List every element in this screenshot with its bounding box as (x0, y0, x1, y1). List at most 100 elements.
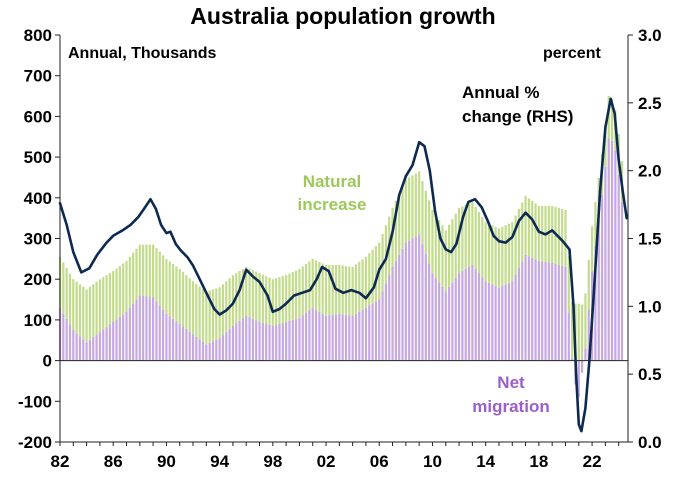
natural-increase-bar (487, 223, 491, 283)
net-migration-bar (361, 309, 364, 361)
natural-increase-bar (208, 290, 211, 343)
net-migration-bar (577, 360, 580, 398)
natural-increase-bar (604, 125, 607, 167)
net-migration-bar (394, 260, 397, 361)
net-migration-bar (418, 234, 421, 361)
net-migration-bar (218, 338, 221, 361)
net-migration-bar (514, 274, 517, 361)
net-migration-bar (388, 275, 391, 361)
natural-increase-bar (354, 264, 358, 314)
natural-increase-bar (481, 217, 484, 278)
net-migration-bar (471, 264, 474, 361)
net-migration-bar (464, 269, 467, 361)
right-axis-tick-label: 2.5 (638, 94, 662, 113)
net-migration-bar (161, 309, 165, 361)
left-axis-tick-label: 700 (24, 67, 52, 86)
net-migration-bar (321, 313, 324, 361)
natural-increase-bar (178, 269, 181, 324)
net-migration-bar (438, 282, 441, 361)
net-migration-bar (531, 257, 534, 361)
natural-increase-bar (328, 264, 331, 316)
net-migration-bar (72, 330, 75, 361)
natural-increase-bar (211, 289, 215, 342)
natural-increase-bar (411, 175, 414, 239)
natural-increase-bar (148, 244, 151, 298)
left-axis-unit-label: Annual, Thousands (68, 45, 217, 62)
net-migration-bar (291, 319, 294, 361)
net-migration-bar (221, 335, 225, 361)
net-migration-bar (105, 327, 108, 361)
natural-increase-bar (438, 220, 441, 283)
natural-increase-bar (215, 288, 218, 340)
net-migration-bar (275, 324, 278, 361)
natural-increase-bar (581, 304, 584, 361)
natural-increase-bar (122, 263, 125, 315)
natural-increase-bar (102, 277, 105, 330)
natural-increase-bar (484, 222, 487, 282)
natural-increase-bar (514, 215, 517, 275)
net-migration-bar (414, 236, 417, 361)
net-migration-bar (571, 358, 574, 361)
natural-increase-bar (161, 255, 165, 310)
net-migration-bar (344, 314, 348, 361)
net-migration-bar (268, 324, 271, 361)
natural-increase-bar (501, 226, 504, 286)
natural-increase-bar (431, 210, 434, 274)
natural-increase-bar (108, 273, 111, 325)
natural-increase-bar (72, 279, 75, 331)
net-migration-bar (534, 259, 537, 361)
natural-increase-bar (255, 271, 258, 321)
natural-increase-bar (561, 208, 564, 266)
natural-increase-bar (527, 198, 530, 257)
natural-increase-bar (125, 260, 128, 312)
net-migration-bar (95, 334, 98, 361)
net-migration-bar (158, 305, 161, 361)
natural-increase-bar (368, 253, 371, 306)
natural-increase-bar (195, 283, 198, 337)
natural-increase-bar (241, 269, 244, 319)
natural-increase-bar (142, 244, 145, 296)
net-migration-bar (165, 313, 168, 361)
net-migration-bar (484, 281, 487, 361)
natural-increase-bar (231, 275, 235, 327)
natural-increase-bar (135, 248, 138, 300)
net-migration-bar (401, 248, 404, 361)
natural-increase-bar (68, 273, 72, 325)
natural-increase-bar (128, 256, 131, 308)
net-migration-bar (225, 332, 228, 361)
net-migration-bar (135, 299, 138, 361)
natural-increase-bar (185, 275, 188, 330)
net-migration-bar (507, 282, 511, 361)
net-migration-bar (125, 311, 128, 361)
net-migration-bar (82, 339, 85, 361)
net-migration-bar (295, 318, 298, 361)
natural-increase-bar (88, 286, 92, 340)
net-migration-bar (201, 341, 205, 361)
right-axis-tick-label: 1.0 (638, 297, 662, 316)
net-migration-bar (88, 339, 92, 361)
natural-increase-bar (547, 205, 550, 263)
natural-increase-bar (444, 230, 447, 292)
net-migration-bar (501, 285, 504, 361)
net-migration-bar (148, 297, 151, 361)
net-migration-bar (567, 312, 570, 361)
net-migration-bar (391, 266, 394, 361)
natural-increase-bar (344, 265, 348, 315)
net-migration-bar (554, 263, 557, 361)
natural-increase-bar (517, 208, 521, 268)
natural-increase-bar (521, 202, 524, 262)
natural-increase-bar (152, 244, 155, 298)
net-migration-bar (115, 319, 118, 361)
net-migration-bar (265, 323, 268, 361)
net-migration-bar (411, 238, 414, 361)
natural-increase-bar (62, 262, 65, 314)
left-axis-tick-label: 100 (24, 311, 52, 330)
x-axis-tick-label: 18 (529, 452, 548, 471)
natural-increase-bar (421, 181, 424, 245)
net-migration-bar (368, 305, 371, 361)
natural-increase-bar (494, 226, 497, 286)
natural-increase-bar (251, 270, 254, 319)
net-migration-bar (65, 318, 68, 361)
net-migration-bar (142, 295, 145, 361)
net-migration-bar (235, 323, 238, 361)
